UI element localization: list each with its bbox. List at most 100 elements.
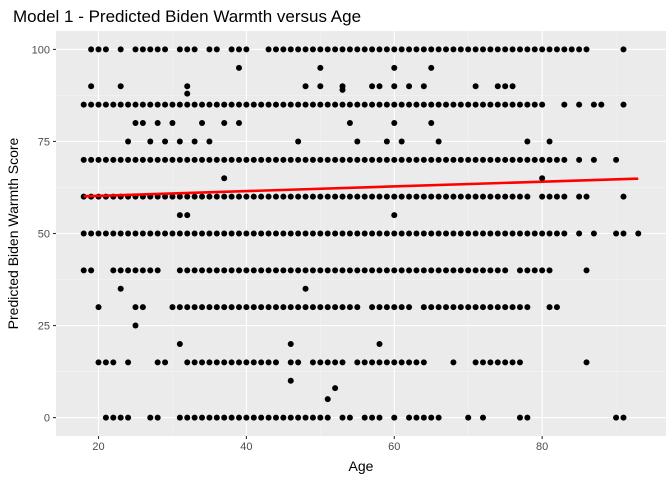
data-point (354, 304, 361, 311)
data-point (509, 46, 516, 53)
data-point (472, 193, 479, 200)
data-point (309, 101, 316, 108)
data-point (561, 230, 568, 237)
data-point (332, 304, 339, 311)
data-point (391, 212, 398, 219)
data-point (420, 414, 427, 421)
y-axis-title: Predicted Biden Warmth Score (5, 137, 21, 329)
data-point (147, 138, 154, 145)
data-point (191, 156, 198, 163)
data-point (524, 193, 531, 200)
data-point (339, 359, 346, 366)
data-point (546, 193, 553, 200)
data-point (339, 230, 346, 237)
data-point (480, 156, 486, 163)
data-point (465, 46, 472, 53)
data-point (354, 156, 361, 163)
data-point (295, 138, 302, 145)
data-point (553, 230, 560, 237)
data-point (110, 267, 117, 274)
fit-line (83, 177, 639, 198)
data-point (117, 230, 124, 237)
data-point (309, 267, 316, 274)
data-point (154, 359, 161, 366)
data-point (191, 193, 198, 200)
data-point (428, 267, 435, 274)
data-point (236, 120, 242, 127)
data-point (258, 193, 265, 200)
data-point (428, 101, 435, 108)
data-point (258, 230, 265, 237)
data-point (206, 304, 213, 311)
data-point (154, 230, 161, 237)
chart-title: Model 1 - Predicted Biden Warmth versus … (13, 7, 361, 26)
data-point (265, 267, 272, 274)
data-point (213, 101, 220, 108)
data-point (361, 267, 368, 274)
data-point (102, 359, 109, 366)
data-point (302, 267, 309, 274)
data-point (487, 156, 494, 163)
data-point (376, 340, 383, 347)
data-point (620, 46, 627, 53)
data-point (324, 359, 331, 366)
data-point (398, 193, 405, 200)
data-point (88, 156, 95, 163)
data-point (576, 156, 583, 163)
data-point (132, 230, 139, 237)
data-point (88, 230, 95, 237)
data-point (236, 64, 242, 71)
data-point (502, 267, 509, 274)
data-point (420, 46, 427, 53)
data-point (287, 377, 294, 384)
data-point (162, 230, 169, 237)
data-point (354, 138, 361, 145)
data-point (524, 267, 531, 274)
data-point (317, 101, 324, 108)
data-point (516, 156, 523, 163)
data-point (576, 230, 583, 237)
data-point (250, 156, 257, 163)
data-point (435, 414, 442, 421)
data-point (450, 101, 457, 108)
data-point (487, 267, 494, 274)
data-point (243, 156, 250, 163)
data-point (443, 230, 450, 237)
data-point (391, 83, 398, 90)
data-point (139, 101, 146, 108)
data-point (391, 101, 398, 108)
data-point (154, 46, 161, 53)
y-tick-label: 100 (32, 44, 50, 56)
data-point (561, 193, 568, 200)
data-point (213, 156, 220, 163)
data-point (413, 359, 420, 366)
data-point (280, 46, 287, 53)
data-point (502, 230, 509, 237)
data-point (428, 64, 435, 71)
data-point (546, 230, 553, 237)
data-point (480, 193, 486, 200)
data-point (465, 230, 472, 237)
data-point (561, 101, 568, 108)
data-point (88, 267, 95, 274)
data-point (383, 359, 390, 366)
data-point (221, 304, 228, 311)
data-point (176, 46, 183, 53)
x-tick-label: 40 (240, 441, 252, 453)
data-point (509, 83, 516, 90)
data-point (162, 101, 169, 108)
data-point (391, 267, 398, 274)
data-point (132, 322, 139, 329)
data-point (369, 359, 376, 366)
data-point (383, 46, 390, 53)
data-point (287, 267, 294, 274)
data-point (420, 101, 427, 108)
data-point (199, 156, 206, 163)
data-point (191, 304, 198, 311)
data-point (354, 359, 361, 366)
data-point (531, 101, 538, 108)
data-point (162, 359, 169, 366)
data-point (191, 138, 198, 145)
data-point (354, 101, 361, 108)
data-point (635, 230, 642, 237)
